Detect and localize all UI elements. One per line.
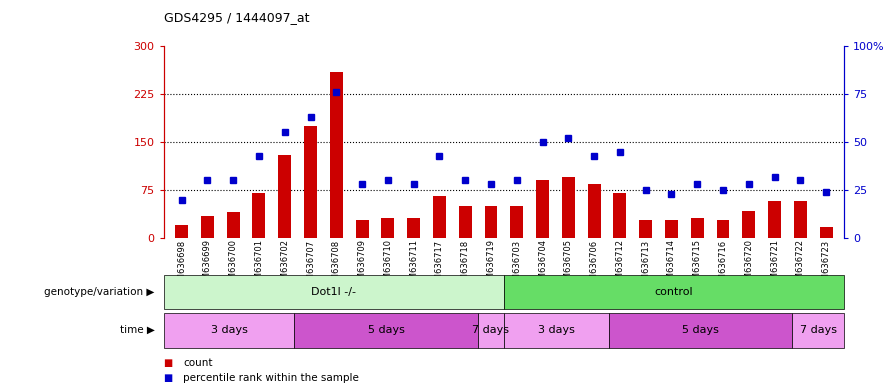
Text: 7 days: 7 days (472, 325, 509, 335)
Text: 7 days: 7 days (799, 325, 836, 335)
Text: ■: ■ (164, 358, 172, 368)
Bar (613, 193, 627, 238)
Bar (253, 193, 265, 238)
Bar (536, 180, 549, 238)
Text: 5 days: 5 days (368, 325, 405, 335)
Bar (408, 218, 420, 238)
Bar (639, 220, 652, 238)
Bar (381, 218, 394, 238)
Bar (278, 155, 291, 238)
Bar (794, 201, 807, 238)
Text: Dot1l -/-: Dot1l -/- (311, 287, 356, 297)
Bar (743, 211, 755, 238)
Bar (510, 206, 523, 238)
Text: 3 days: 3 days (537, 325, 575, 335)
Bar (665, 220, 678, 238)
Text: time ▶: time ▶ (120, 325, 155, 335)
Bar (562, 177, 575, 238)
Text: ■: ■ (164, 373, 172, 383)
Text: GDS4295 / 1444097_at: GDS4295 / 1444097_at (164, 12, 309, 25)
Text: 3 days: 3 days (210, 325, 248, 335)
Bar (588, 184, 600, 238)
Bar (175, 225, 188, 238)
Text: 5 days: 5 days (682, 325, 719, 335)
Text: count: count (183, 358, 212, 368)
Bar (690, 218, 704, 238)
Text: genotype/variation ▶: genotype/variation ▶ (44, 287, 155, 297)
Bar (304, 126, 317, 238)
Bar (433, 197, 446, 238)
Bar (459, 206, 472, 238)
Text: control: control (655, 287, 693, 297)
Bar (330, 72, 343, 238)
Text: percentile rank within the sample: percentile rank within the sample (183, 373, 359, 383)
Bar (226, 212, 240, 238)
Bar (484, 206, 498, 238)
Bar (355, 220, 369, 238)
Bar (768, 201, 781, 238)
Bar (819, 227, 833, 238)
Bar (717, 220, 729, 238)
Bar (201, 216, 214, 238)
